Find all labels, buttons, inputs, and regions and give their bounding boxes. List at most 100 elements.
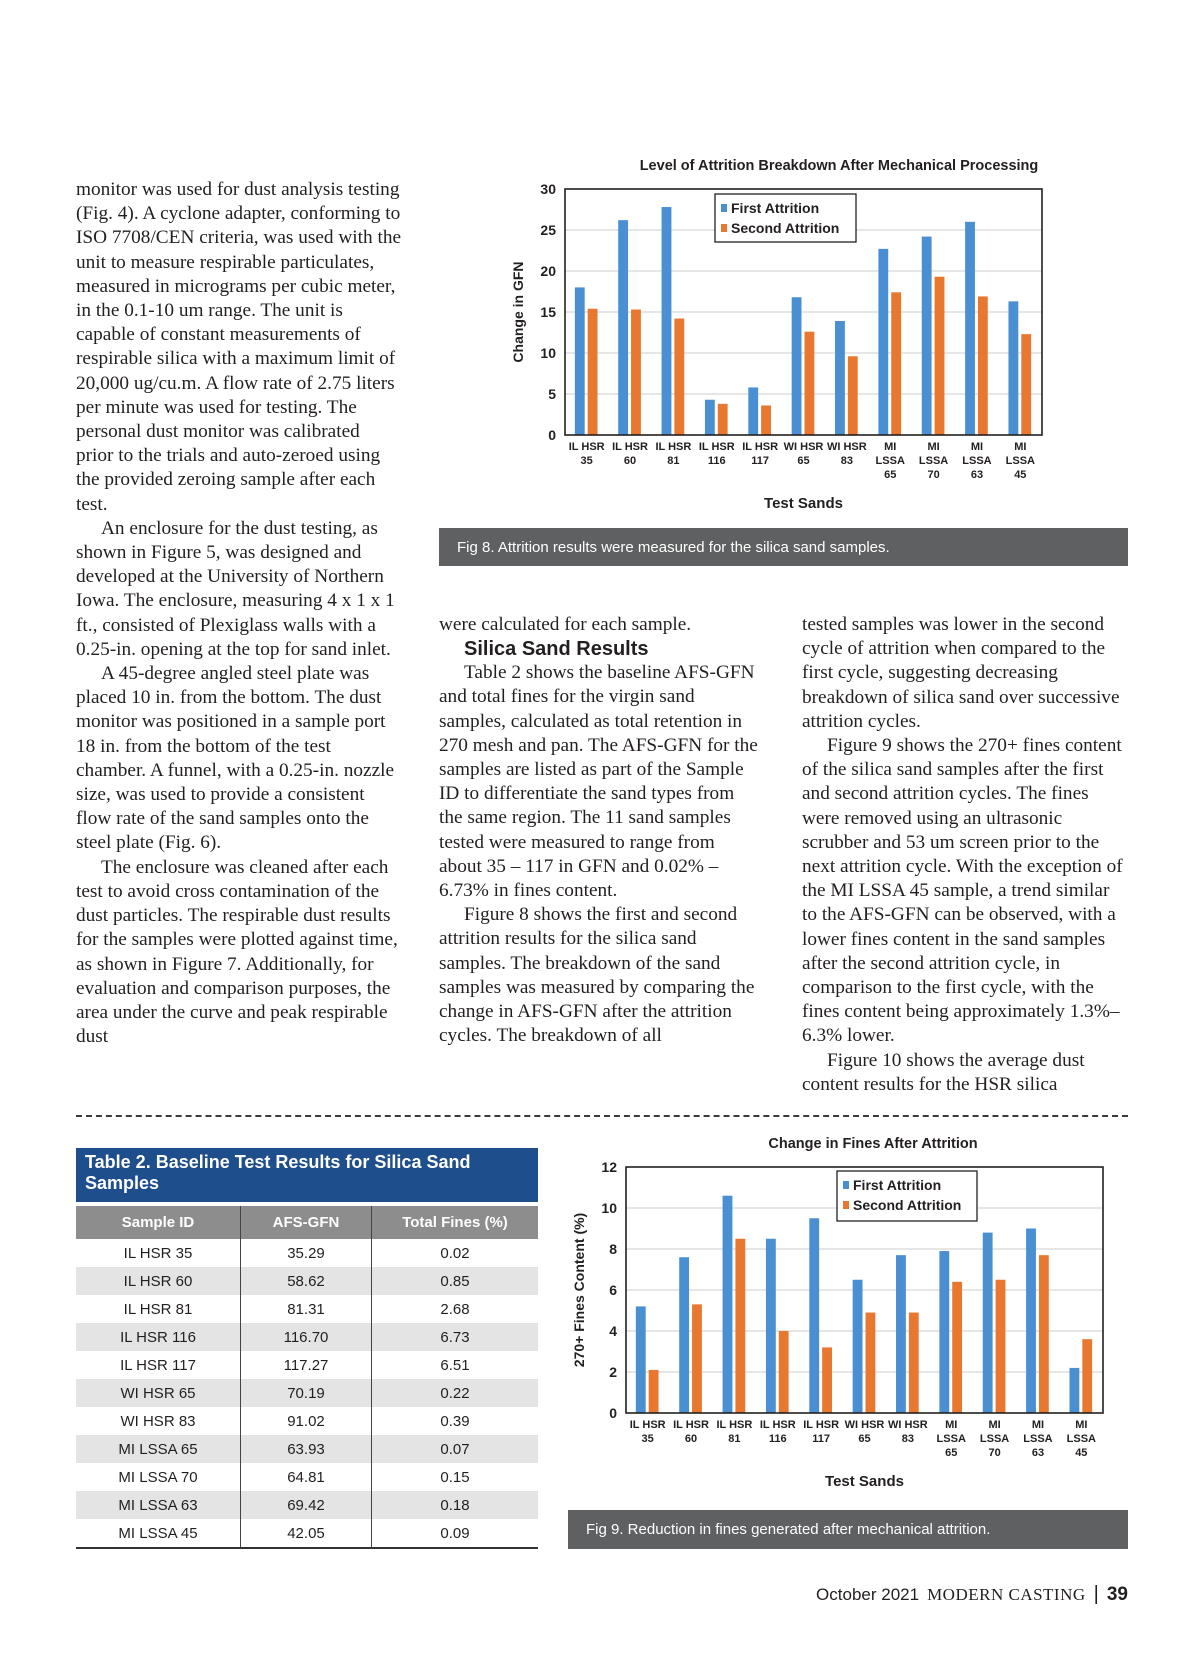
plot-frame <box>625 1166 1104 1414</box>
x-tick-label-line: MI <box>1032 1419 1044 1431</box>
x-tick-label-line: WI HSR <box>845 1419 885 1431</box>
afs-gfn-cell: 42.05 <box>240 1519 372 1549</box>
x-tick-label-line: MI <box>927 441 939 453</box>
chart-title: Level of Attrition Breakdown After Mecha… <box>640 158 1039 174</box>
x-tick-label-line: 81 <box>728 1433 740 1445</box>
sample-id-cell: IL HSR 117 <box>76 1351 241 1379</box>
y-tick-label: 0 <box>548 427 556 443</box>
article-column-1: monitor was used for dust analysis testi… <box>76 178 402 1049</box>
y-tick-label: 6 <box>609 1282 617 1298</box>
table-row: IL HSR 60 58.62 0.85 <box>76 1267 538 1295</box>
x-tick-label-line: MI <box>1075 1419 1087 1431</box>
bar-first-attrition <box>809 1218 820 1413</box>
x-tick-label: IL HSR 35 <box>569 441 605 467</box>
x-tick-label: MI LSSA 45 <box>1067 1419 1096 1459</box>
afs-gfn-cell: 35.29 <box>240 1239 372 1267</box>
bar-first-attrition <box>921 236 932 435</box>
afs-gfn-cell: 117.27 <box>240 1351 372 1379</box>
afs-gfn-cell: 63.93 <box>240 1435 372 1463</box>
chart-title: Change in Fines After Attrition <box>768 1136 977 1152</box>
x-tick-label-line: IL HSR <box>612 441 648 453</box>
x-tick-label-line: WI HSR <box>827 441 867 453</box>
bar-first-attrition <box>1026 1228 1036 1413</box>
x-tick-label-line: IL HSR <box>760 1419 796 1431</box>
total-fines-cell: 0.07 <box>371 1435 538 1463</box>
x-tick-label-line: 70 <box>988 1447 1000 1459</box>
x-tick-label: IL HSR 60 <box>612 441 648 467</box>
x-tick-label-line: MI <box>945 1419 957 1431</box>
x-tick-label-line: 116 <box>769 1433 787 1445</box>
table-row: MI LSSA 65 63.93 0.07 <box>76 1435 538 1463</box>
sample-id-cell: IL HSR 35 <box>76 1239 241 1267</box>
total-fines-cell: 0.09 <box>371 1519 538 1549</box>
legend-box <box>836 1170 978 1222</box>
x-tick-label-line: MI <box>971 441 983 453</box>
legend-swatch-icon <box>843 1181 849 1189</box>
baseline-results-table: Sample ID AFS-GFN Total Fines (%) IL HSR… <box>76 1206 538 1549</box>
x-tick-label-line: LSSA <box>937 1433 966 1445</box>
figure-9-chart: Change in Fines After Attrition 0 2 4 6 8 10 12… <box>571 1136 1104 1490</box>
issue-date: October 2021 <box>816 1584 920 1604</box>
table-row: MI LSSA 45 42.05 0.09 <box>76 1519 538 1549</box>
table-title: Table 2. Baseline Test Results for Silic… <box>76 1148 538 1202</box>
afs-gfn-cell: 81.31 <box>240 1295 372 1323</box>
page-footer: October 2021 MODERN CASTING | 39 <box>816 1583 1128 1606</box>
bar-first-attrition <box>791 297 802 435</box>
column-header: Sample ID <box>76 1206 241 1239</box>
bar-first-attrition <box>1069 1367 1080 1413</box>
x-tick-label-line: 65 <box>797 455 809 467</box>
table-row: IL HSR 35 35.29 0.02 <box>76 1239 538 1267</box>
legend-swatch-icon <box>721 204 727 212</box>
bar-second-attrition <box>908 1312 919 1413</box>
y-tick-label: 25 <box>540 222 556 238</box>
x-tick-label: WI HSR 65 <box>784 441 824 467</box>
sample-id-cell: IL HSR 60 <box>76 1267 241 1295</box>
column-header: AFS-GFN <box>240 1206 372 1239</box>
y-tick-label: 30 <box>540 181 556 197</box>
y-axis-label: Change in GFN <box>510 261 526 362</box>
table-row: MI LSSA 63 69.42 0.18 <box>76 1491 538 1519</box>
total-fines-cell: 6.51 <box>440 1356 470 1374</box>
bar-second-attrition <box>648 1369 659 1413</box>
x-tick-label-line: IL HSR <box>673 1419 709 1431</box>
bar-second-attrition <box>631 309 641 435</box>
total-fines-cell: 0.15 <box>440 1468 470 1486</box>
x-tick-label-line: LSSA <box>919 455 948 467</box>
legend-label: First Attrition <box>731 200 819 216</box>
paragraph: A 45-degree angled steel plate was place… <box>76 663 395 854</box>
afs-gfn-cell: 116.70 <box>240 1323 372 1351</box>
bar-first-attrition <box>965 221 975 435</box>
table-row: IL HSR 81 81.31 2.68 <box>76 1295 538 1323</box>
article-column-3: tested samples was lower in the second c… <box>802 613 1128 1097</box>
x-tick-label-line: 116 <box>708 455 726 467</box>
total-fines-cell: 0.39 <box>440 1412 470 1430</box>
bar-second-attrition <box>778 1331 789 1413</box>
x-tick-label: WI HSR 65 <box>845 1419 885 1445</box>
total-fines-cell: 0.02 <box>440 1244 470 1262</box>
article-column-2: were calculated for each sample. Silica … <box>439 613 761 1048</box>
x-axis-label: Test Sands <box>764 495 843 512</box>
y-tick-label: 5 <box>548 386 556 402</box>
total-fines-cell: 6.73 <box>371 1323 538 1351</box>
sample-id-cell: MI LSSA 45 <box>76 1519 241 1549</box>
afs-gfn-cell: 91.02 <box>240 1407 372 1435</box>
bar-second-attrition <box>674 318 685 435</box>
afs-gfn-cell: 70.19 <box>240 1379 372 1407</box>
x-tick-label-line: 70 <box>927 469 939 481</box>
x-tick-label-line: MI <box>884 441 896 453</box>
x-tick-label-line: IL HSR <box>655 441 691 453</box>
plot-frame <box>564 188 1043 436</box>
x-tick-label-line: LSSA <box>980 1433 1009 1445</box>
x-tick-label: MI LSSA 65 <box>937 1419 966 1459</box>
legend-swatch-icon <box>843 1201 849 1209</box>
y-tick-label: 2 <box>609 1364 617 1380</box>
bar-first-attrition <box>574 287 585 435</box>
bar-second-attrition <box>1082 1339 1093 1413</box>
paragraph: Figure 10 shows the average dust content… <box>802 1049 1085 1095</box>
y-tick-label: 8 <box>609 1241 617 1257</box>
table-row: WI HSR 83 91.02 0.39 <box>76 1407 538 1435</box>
y-tick-label: 12 <box>601 1159 617 1175</box>
section-heading: Silica Sand Results <box>464 638 649 661</box>
y-tick-label: 10 <box>601 1200 617 1216</box>
